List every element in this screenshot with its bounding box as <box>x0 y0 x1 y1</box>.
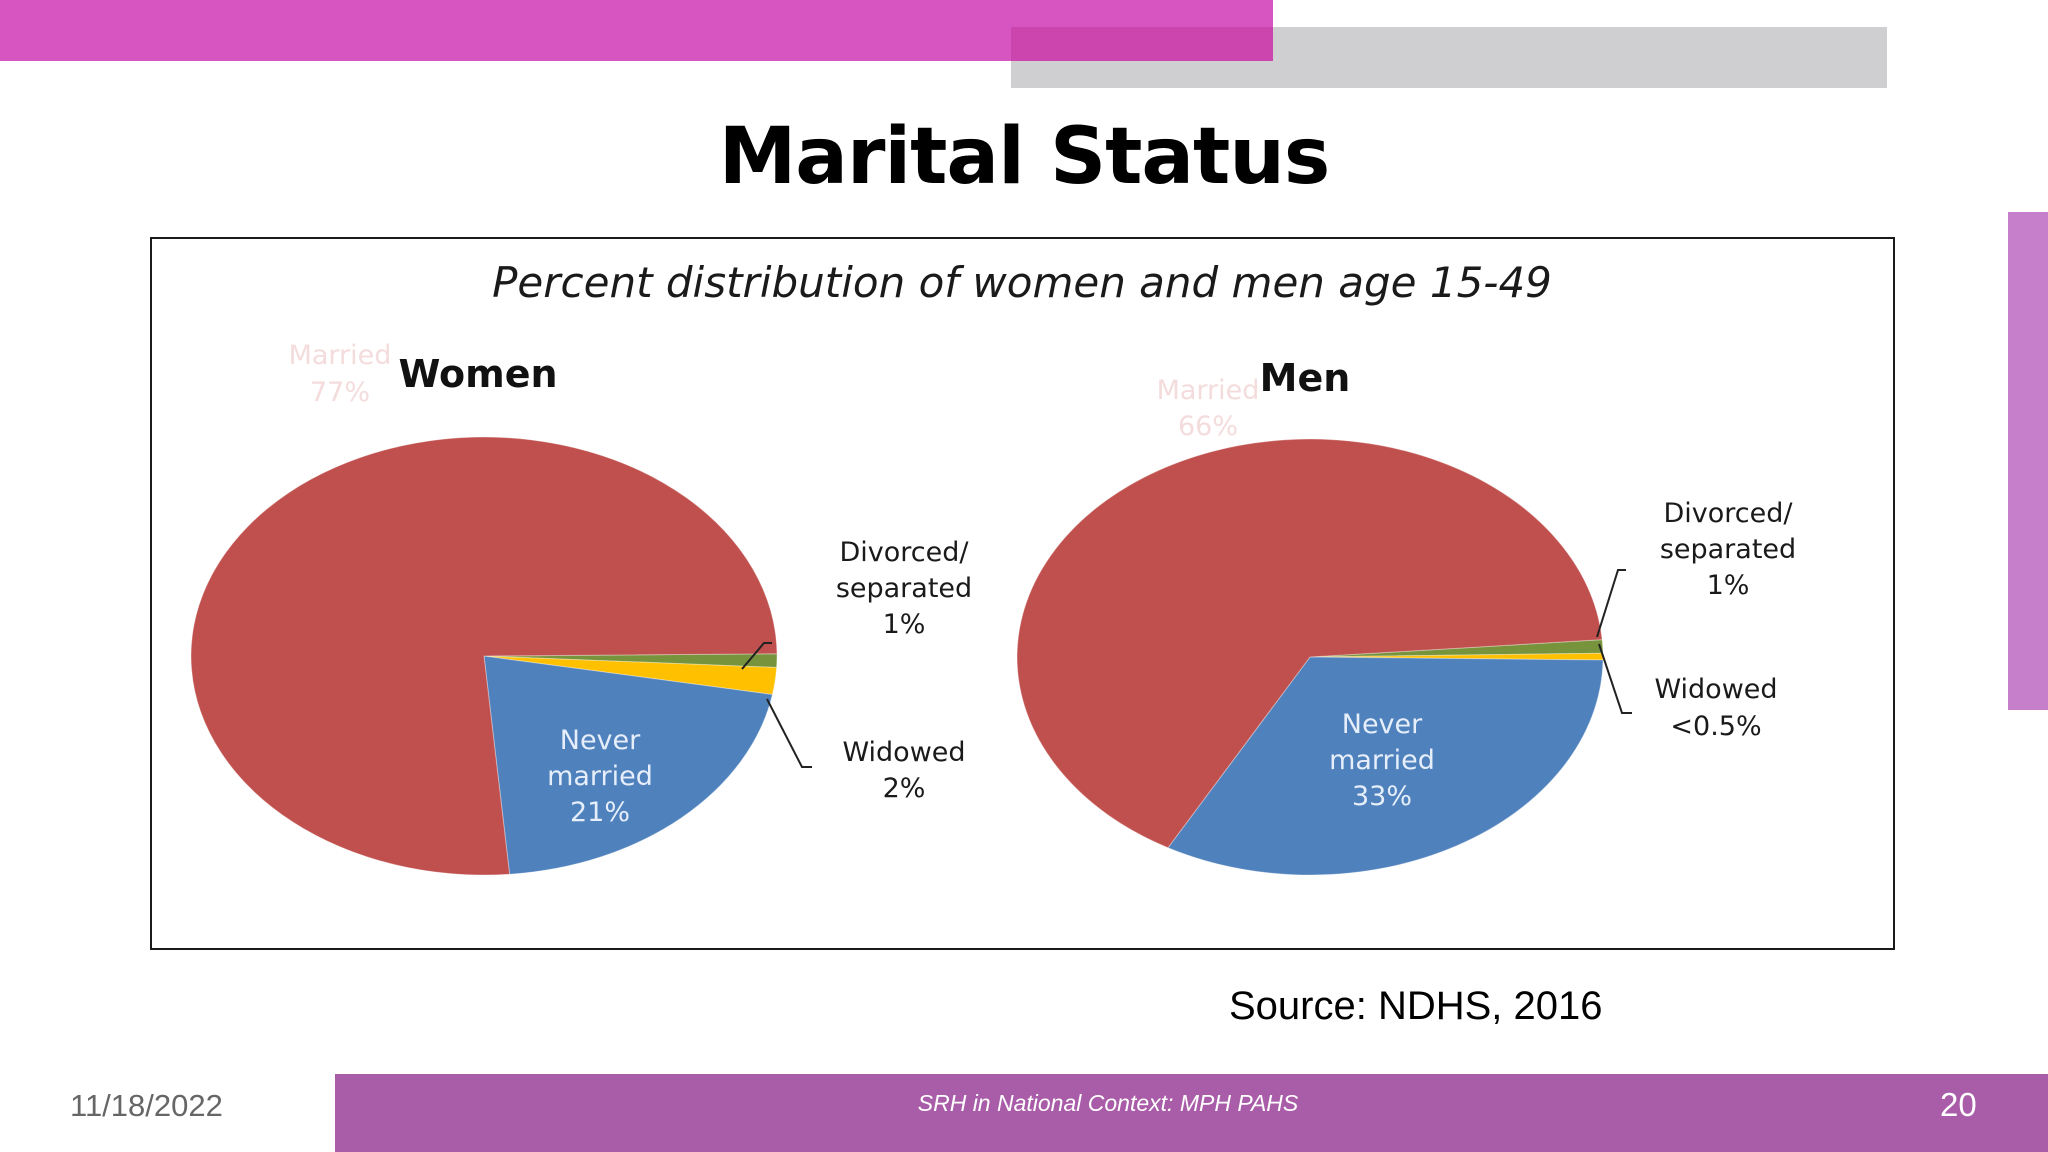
footer-bar <box>335 1074 2048 1152</box>
source-note: Source: NDHS, 2016 <box>1229 984 1603 1028</box>
pie-slice-married <box>190 436 778 876</box>
data-label-category: Never <box>1342 709 1423 740</box>
leader-line <box>766 698 812 768</box>
data-label-category: separated <box>1660 534 1796 565</box>
pie-subtitle: Women <box>398 352 557 396</box>
pie-slice-married <box>1016 438 1603 849</box>
data-label-value: 33% <box>1352 781 1412 812</box>
pie-slice-divorced-separated <box>483 653 778 669</box>
data-label-value: 66% <box>1178 411 1238 442</box>
pie-slice-never-married <box>483 655 774 875</box>
data-label-value: 21% <box>570 797 630 828</box>
data-label-category: married <box>1329 745 1435 776</box>
pie-slice-widowed <box>483 655 778 696</box>
page-number: 20 <box>1940 1086 1977 1123</box>
footer-caption: SRH in National Context: MPH PAHS <box>917 1090 1299 1116</box>
data-label-category: separated <box>836 573 972 604</box>
data-label-category: Married <box>289 340 392 371</box>
data-label-value: 1% <box>883 609 926 640</box>
data-label-category: Married <box>1157 375 1260 406</box>
data-label-value: <0.5% <box>1670 711 1761 742</box>
footer-date: 11/18/2022 <box>70 1088 223 1123</box>
data-label-category: married <box>547 761 653 792</box>
leader-line <box>1596 569 1626 638</box>
chart-frame: Percent distribution of women and men ag… <box>150 237 1895 950</box>
pie-charts-svg: Percent distribution of women and men ag… <box>190 258 1796 876</box>
pie-subtitle: Men <box>1260 356 1351 400</box>
data-label-category: Divorced/ <box>840 537 970 568</box>
data-label-value: 1% <box>1707 570 1750 601</box>
data-label-category: Widowed <box>842 737 965 768</box>
side-accent-tab <box>2008 212 2048 710</box>
chart-title: Percent distribution of women and men ag… <box>492 258 1552 307</box>
leader-line <box>741 642 772 670</box>
data-label-category: Never <box>560 725 641 756</box>
data-label-value: 77% <box>310 377 370 408</box>
slide-title: Marital Status <box>718 112 1331 202</box>
data-label-value: 2% <box>883 773 926 804</box>
header-accent-bar-overlap <box>1011 27 1273 61</box>
leader-line <box>1598 643 1632 714</box>
data-label-category: Divorced/ <box>1664 498 1794 529</box>
data-label-category: Widowed <box>1654 674 1777 705</box>
pie-slice-never-married <box>1167 656 1604 876</box>
